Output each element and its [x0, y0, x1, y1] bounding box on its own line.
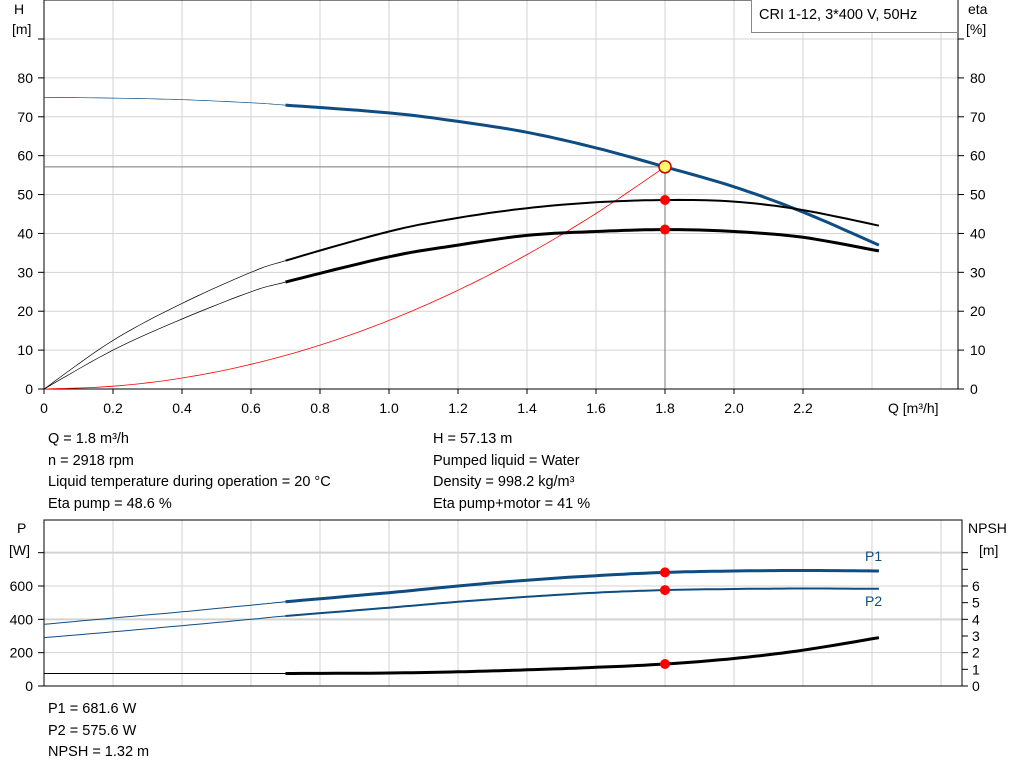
y-tick-label-right: 80 — [970, 70, 986, 86]
y-tick-label: 20 — [17, 303, 33, 319]
x-axis-label: Q [m³/h] — [888, 400, 939, 416]
y2-axis-unit: [m] — [979, 542, 998, 558]
y-tick-label: 0 — [25, 678, 33, 694]
series-label-p2: P2 — [865, 593, 882, 609]
y-tick-label: 0 — [25, 381, 33, 397]
y2-axis-label: NPSH — [968, 520, 1007, 536]
npsh-point — [660, 658, 670, 669]
y-tick-label-right: 2 — [972, 645, 980, 661]
y-tick-label-right: 20 — [970, 303, 986, 319]
x-tick-label: 0.2 — [103, 400, 123, 416]
x-tick-label: 1.6 — [586, 400, 606, 416]
info-head: H = 57.13 m — [433, 431, 513, 447]
x-tick-label: 0.4 — [172, 400, 192, 416]
y-tick-label-right: 60 — [970, 148, 986, 164]
curve-P2 — [285, 587, 879, 617]
curve-eta_pump_motor-extrapolated — [43, 281, 286, 390]
y-tick-label: 40 — [17, 225, 33, 241]
y-axis-label: H — [14, 1, 24, 17]
eta-pump-motor-point — [660, 224, 670, 235]
y-axis-unit: [m] — [12, 21, 31, 37]
curve-eta_pump_motor — [285, 228, 880, 284]
info-p1: P1 = 681.6 W — [48, 701, 137, 717]
info-density: Density = 998.2 kg/m³ — [433, 474, 575, 490]
curve-eta_pump — [285, 198, 880, 262]
y-axis-unit: [W] — [9, 542, 30, 558]
y-tick-label: 10 — [17, 342, 33, 358]
y2-axis-unit: [%] — [966, 21, 986, 37]
curve-eta_pump-extrapolated — [43, 260, 286, 390]
series-label-p1: P1 — [865, 548, 882, 564]
y-tick-label: 200 — [10, 645, 34, 661]
p1-point — [660, 567, 670, 578]
y-tick-label-right: 3 — [972, 628, 980, 644]
info-bottom: P1 = 681.6 W P2 = 575.6 W NPSH = 1.32 m — [48, 699, 149, 764]
info-speed: n = 2918 rpm — [48, 452, 134, 469]
info-p2: P2 = 575.6 W — [48, 722, 137, 739]
curve-P2-extrapolated — [43, 615, 286, 639]
info-eta-pump-motor: Eta pump+motor = 41 % — [433, 495, 591, 512]
curve-P1-extrapolated — [43, 601, 286, 625]
x-tick-label: 1.8 — [655, 400, 675, 416]
x-tick-label: 0 — [40, 400, 48, 416]
y-tick-label-right: 6 — [972, 578, 980, 594]
y-tick-label-right: 1 — [972, 661, 980, 677]
y-tick-label: 70 — [17, 109, 33, 125]
x-tick-label: 0.8 — [310, 400, 330, 416]
curve-P1 — [285, 569, 879, 604]
info-top-left: Q = 1.8 m³/h n = 2918 rpm Liquid tempera… — [48, 429, 331, 515]
y-tick-label: 400 — [10, 611, 34, 627]
pump-legend-box: CRI 1-12, 3*400 V, 50Hz — [751, 0, 958, 33]
curve-NPSH — [285, 636, 880, 675]
x-tick-label: 0.6 — [241, 400, 261, 416]
x-tick-label: 1.0 — [379, 400, 399, 416]
info-flow: Q = 1.8 m³/h — [48, 431, 129, 447]
eta-pump-point — [660, 194, 670, 205]
info-liquid: Pumped liquid = Water — [433, 452, 580, 469]
x-tick-label: 2.2 — [793, 400, 813, 416]
curve-H — [285, 103, 880, 247]
y-tick-label-right: 10 — [970, 342, 986, 358]
y-tick-label-right: 0 — [972, 678, 980, 694]
curve-H-extrapolated — [43, 96, 286, 106]
y-tick-label-right: 30 — [970, 264, 986, 280]
y-tick-label-right: 70 — [970, 109, 986, 125]
y-tick-label-right: 0 — [970, 381, 978, 397]
info-npsh: NPSH = 1.32 m — [48, 744, 150, 760]
duty-point — [658, 160, 672, 174]
y-tick-label: 80 — [17, 70, 33, 86]
x-tick-label: 1.2 — [448, 400, 468, 416]
y-tick-label-right: 40 — [970, 225, 986, 241]
x-tick-label: 1.4 — [517, 400, 537, 416]
y-axis-label: P — [17, 520, 26, 536]
p2-point — [660, 585, 670, 596]
y-tick-label: 60 — [17, 148, 33, 164]
info-top-right: H = 57.13 m Pumped liquid = Water Densit… — [433, 429, 590, 515]
x-tick-label: 2.0 — [724, 400, 744, 416]
y2-axis-label: eta — [968, 1, 988, 17]
info-eta-pump: Eta pump = 48.6 % — [48, 495, 172, 512]
y-tick-label-right: 5 — [972, 595, 980, 611]
y-tick-label-right: 4 — [972, 611, 980, 627]
system-curve — [43, 166, 666, 390]
info-temperature: Liquid temperature during operation = 20… — [48, 474, 331, 490]
y-tick-label-right: 50 — [970, 187, 986, 203]
y-tick-label: 50 — [17, 187, 33, 203]
y-tick-label: 30 — [17, 264, 33, 280]
y-tick-label: 600 — [10, 578, 34, 594]
